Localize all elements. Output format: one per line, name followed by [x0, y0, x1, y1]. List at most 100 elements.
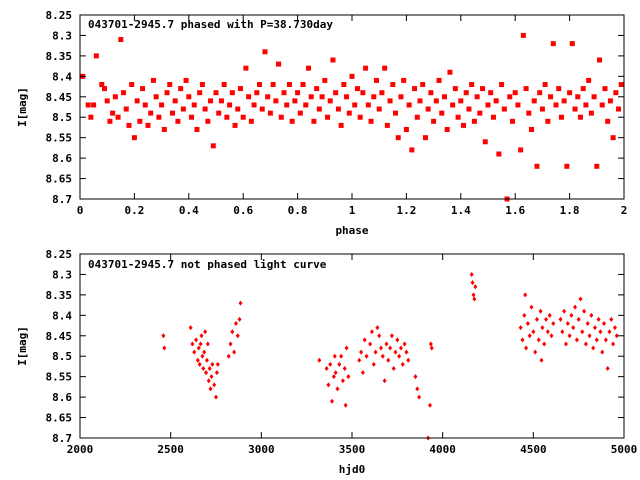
phased-chart: 0 0.2 0.4 0.6 0.8 1 1.2 1.4 1.6 1.8 2 8.25 8.3 8.35 8.… — [16, 9, 627, 237]
data-point — [197, 90, 203, 96]
data-point — [395, 135, 401, 141]
data-point — [359, 349, 364, 355]
data-point — [203, 329, 208, 335]
data-point — [518, 147, 524, 153]
data-point — [379, 90, 385, 96]
y-tick-label: 8.25 — [46, 248, 73, 261]
data-point — [233, 321, 238, 327]
data-point — [398, 345, 403, 351]
data-point — [428, 90, 434, 96]
data-point — [190, 341, 195, 347]
data-point — [202, 106, 208, 112]
data-point — [588, 110, 594, 116]
data-point — [371, 361, 376, 367]
data-point — [342, 365, 347, 371]
phased-plot-points — [80, 32, 624, 202]
data-point — [368, 341, 373, 347]
data-point — [472, 296, 477, 302]
data-point — [208, 98, 214, 104]
data-point — [330, 57, 336, 63]
data-point — [145, 122, 151, 128]
data-point — [539, 106, 545, 112]
data-point — [270, 82, 276, 88]
data-point — [531, 329, 536, 335]
y-tick-label: 8.25 — [46, 9, 73, 22]
data-point — [469, 271, 474, 277]
data-point — [523, 292, 528, 298]
data-point — [352, 102, 358, 108]
data-point — [577, 114, 583, 120]
data-point — [142, 102, 148, 108]
data-point — [216, 110, 222, 116]
data-point — [369, 329, 374, 335]
data-point — [565, 321, 570, 327]
data-point — [587, 333, 592, 339]
data-point — [450, 102, 456, 108]
data-point — [333, 90, 339, 96]
data-point — [91, 102, 97, 108]
y-tick-label: 8.65 — [46, 173, 73, 186]
y-tick-label: 8.45 — [46, 330, 73, 343]
data-point — [404, 349, 409, 355]
data-point — [150, 77, 156, 83]
data-point — [591, 345, 596, 351]
data-point — [326, 382, 331, 388]
data-point — [571, 325, 576, 331]
data-point — [420, 82, 426, 88]
data-point — [335, 106, 341, 112]
data-point — [398, 94, 404, 100]
x-tick-label: 0.2 — [124, 204, 144, 217]
data-point — [580, 86, 586, 92]
data-point — [123, 106, 129, 112]
data-point — [213, 90, 219, 96]
data-point — [471, 118, 477, 124]
data-point — [235, 333, 240, 339]
data-point — [292, 98, 298, 104]
phased-ticks: 0 0.2 0.4 0.6 0.8 1 1.2 1.4 1.6 1.8 2 8.25 8.3 8.35 8.… — [46, 9, 628, 217]
data-point — [214, 394, 218, 400]
data-point — [85, 102, 91, 108]
data-point — [235, 106, 241, 112]
data-point — [265, 94, 271, 100]
data-point — [331, 374, 336, 380]
data-point — [343, 402, 348, 408]
data-point — [589, 312, 594, 318]
data-point — [417, 394, 422, 400]
data-point — [175, 118, 181, 124]
data-point — [417, 98, 423, 104]
data-point — [232, 122, 238, 128]
data-point — [545, 329, 550, 335]
data-point — [365, 102, 371, 108]
data-point — [101, 86, 107, 92]
data-point — [578, 296, 583, 302]
data-point — [583, 341, 588, 347]
data-point — [335, 386, 340, 392]
data-point — [415, 386, 420, 392]
data-point — [317, 357, 322, 363]
data-point — [333, 370, 338, 376]
data-point — [522, 312, 527, 318]
data-point — [452, 86, 458, 92]
data-point — [316, 106, 322, 112]
data-point — [129, 82, 135, 88]
data-point — [403, 126, 409, 132]
data-point — [553, 102, 559, 108]
data-point — [594, 163, 600, 169]
data-point — [110, 110, 116, 116]
data-point — [373, 77, 379, 83]
data-point — [616, 106, 622, 112]
y-tick-label: 8.5 — [52, 111, 72, 124]
data-point — [354, 86, 360, 92]
data-point — [201, 365, 206, 371]
data-point — [218, 98, 224, 104]
x-tick-label: 3000 — [248, 443, 275, 456]
data-point — [455, 114, 461, 120]
data-point — [360, 370, 365, 376]
y-tick-label: 8.3 — [52, 268, 72, 281]
data-point — [346, 374, 351, 380]
data-point — [387, 98, 393, 104]
data-point — [332, 353, 337, 359]
data-point — [592, 325, 597, 331]
y-tick-label: 8.45 — [46, 91, 73, 104]
data-point — [172, 98, 178, 104]
